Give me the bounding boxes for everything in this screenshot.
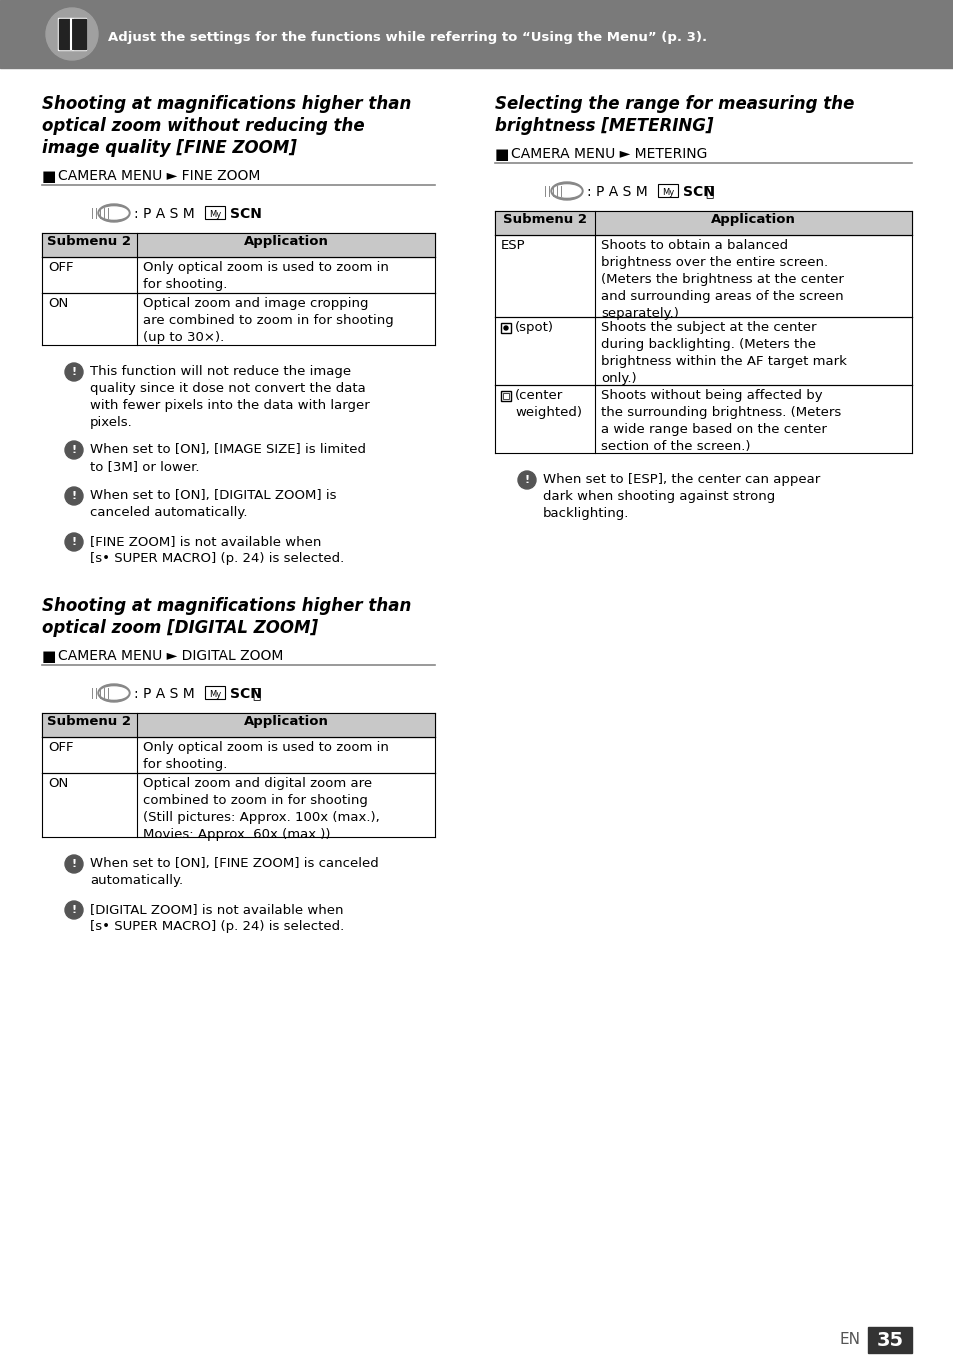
Text: !: !: [71, 366, 76, 377]
Text: Selecting the range for measuring the: Selecting the range for measuring the: [495, 95, 854, 113]
Ellipse shape: [100, 687, 128, 699]
Bar: [205, 206, 225, 218]
Text: Shoots the subject at the center
during backlighting. (Meters the
brightness wit: Shoots the subject at the center during …: [600, 322, 846, 385]
Ellipse shape: [100, 208, 128, 218]
Text: When set to [ON], [DIGITAL ZOOM] is
canceled automatically.: When set to [ON], [DIGITAL ZOOM] is canc…: [90, 489, 336, 518]
Ellipse shape: [98, 204, 130, 223]
Text: When set to [ON], [IMAGE SIZE] is limited
to [3M] or lower.: When set to [ON], [IMAGE SIZE] is limite…: [90, 442, 366, 474]
Text: This function will not reduce the image
quality since it dose not convert the da: This function will not reduce the image …: [90, 365, 370, 429]
Text: Application: Application: [243, 235, 328, 248]
Text: Application: Application: [243, 715, 328, 727]
Text: CAMERA MENU ► DIGITAL ZOOM: CAMERA MENU ► DIGITAL ZOOM: [58, 649, 283, 664]
Text: (center
weighted): (center weighted): [515, 389, 581, 419]
Text: ■: ■: [495, 147, 509, 161]
Bar: [658, 185, 678, 197]
Text: !: !: [71, 859, 76, 868]
Text: EN: EN: [839, 1333, 860, 1348]
Text: [DIGITAL ZOOM] is not available when
[s• SUPER MACRO] (p. 24) is selected.: [DIGITAL ZOOM] is not available when [s•…: [90, 902, 344, 934]
Text: !: !: [71, 905, 76, 915]
Text: Optical zoom and image cropping
are combined to zoom in for shooting
(up to 30×): Optical zoom and image cropping are comb…: [143, 297, 394, 345]
Text: !: !: [71, 445, 76, 455]
Text: OFF: OFF: [48, 741, 73, 754]
Text: CAMERA MENU ► METERING: CAMERA MENU ► METERING: [511, 147, 706, 161]
Bar: [58, 18, 86, 50]
Text: ■: ■: [42, 649, 56, 664]
Text: SCN: SCN: [230, 208, 262, 221]
Bar: [495, 210, 911, 235]
Text: : P A S M: : P A S M: [133, 687, 194, 702]
Text: SCN: SCN: [230, 687, 262, 702]
Circle shape: [65, 533, 83, 551]
Text: optical zoom without reducing the: optical zoom without reducing the: [42, 117, 364, 134]
Text: ON: ON: [48, 297, 69, 309]
Text: Shooting at magnifications higher than: Shooting at magnifications higher than: [42, 95, 411, 113]
Text: Submenu 2: Submenu 2: [502, 213, 586, 227]
Text: Shoots without being affected by
the surrounding brightness. (Meters
a wide rang: Shoots without being affected by the sur…: [600, 389, 841, 453]
Text: ⛹: ⛹: [704, 185, 713, 199]
Text: Submenu 2: Submenu 2: [47, 715, 131, 727]
Text: image quality [FINE ZOOM]: image quality [FINE ZOOM]: [42, 138, 296, 157]
Text: ■: ■: [42, 170, 56, 185]
Text: Application: Application: [710, 213, 795, 227]
Bar: [500, 391, 511, 402]
Text: Only optical zoom is used to zoom in
for shooting.: Only optical zoom is used to zoom in for…: [143, 261, 389, 290]
Ellipse shape: [551, 182, 582, 199]
Bar: [205, 687, 225, 699]
Bar: [500, 323, 511, 332]
Ellipse shape: [98, 684, 130, 702]
Bar: [42, 233, 435, 256]
Text: !: !: [524, 475, 529, 484]
Bar: [0, 0, 953, 68]
Circle shape: [65, 364, 83, 381]
Text: : P A S M: : P A S M: [133, 208, 194, 221]
Text: My: My: [661, 189, 674, 197]
Ellipse shape: [553, 185, 580, 197]
Circle shape: [65, 487, 83, 505]
Circle shape: [65, 901, 83, 919]
Bar: [867, 1327, 911, 1353]
Text: Shooting at magnifications higher than: Shooting at magnifications higher than: [42, 597, 411, 615]
Circle shape: [517, 471, 536, 489]
Text: [FINE ZOOM] is not available when
[s• SUPER MACRO] (p. 24) is selected.: [FINE ZOOM] is not available when [s• SU…: [90, 535, 344, 565]
Circle shape: [46, 8, 98, 60]
Text: brightness [METERING]: brightness [METERING]: [495, 117, 713, 134]
Text: ESP: ESP: [500, 239, 525, 252]
Text: optical zoom [DIGITAL ZOOM]: optical zoom [DIGITAL ZOOM]: [42, 619, 317, 636]
Text: ON: ON: [48, 778, 69, 790]
Text: When set to [ON], [FINE ZOOM] is canceled
automatically.: When set to [ON], [FINE ZOOM] is cancele…: [90, 858, 378, 887]
Circle shape: [65, 441, 83, 459]
Text: Shoots to obtain a balanced
brightness over the entire screen.
(Meters the brigh: Shoots to obtain a balanced brightness o…: [600, 239, 843, 320]
Text: Only optical zoom is used to zoom in
for shooting.: Only optical zoom is used to zoom in for…: [143, 741, 389, 771]
Text: : P A S M: : P A S M: [586, 185, 647, 199]
Text: CAMERA MENU ► FINE ZOOM: CAMERA MENU ► FINE ZOOM: [58, 170, 260, 183]
Text: My: My: [209, 210, 221, 218]
Text: When set to [ESP], the center can appear
dark when shooting against strong
backl: When set to [ESP], the center can appear…: [542, 474, 820, 520]
Text: !: !: [71, 537, 76, 547]
Bar: [73, 19, 86, 49]
Text: ⛹: ⛹: [252, 687, 260, 702]
Circle shape: [65, 855, 83, 873]
Text: My: My: [209, 689, 221, 699]
Bar: [502, 394, 509, 399]
Text: (spot): (spot): [515, 322, 554, 334]
Text: 35: 35: [876, 1330, 902, 1349]
Text: Adjust the settings for the functions while referring to “Using the Menu” (p. 3): Adjust the settings for the functions wh…: [108, 31, 706, 45]
Text: Optical zoom and digital zoom are
combined to zoom in for shooting
(Still pictur: Optical zoom and digital zoom are combin…: [143, 778, 379, 841]
Text: SCN: SCN: [682, 185, 714, 199]
Text: Submenu 2: Submenu 2: [47, 235, 131, 248]
Bar: [42, 712, 435, 737]
Bar: [59, 19, 71, 49]
Text: !: !: [71, 491, 76, 501]
Text: OFF: OFF: [48, 261, 73, 274]
Circle shape: [503, 326, 507, 330]
